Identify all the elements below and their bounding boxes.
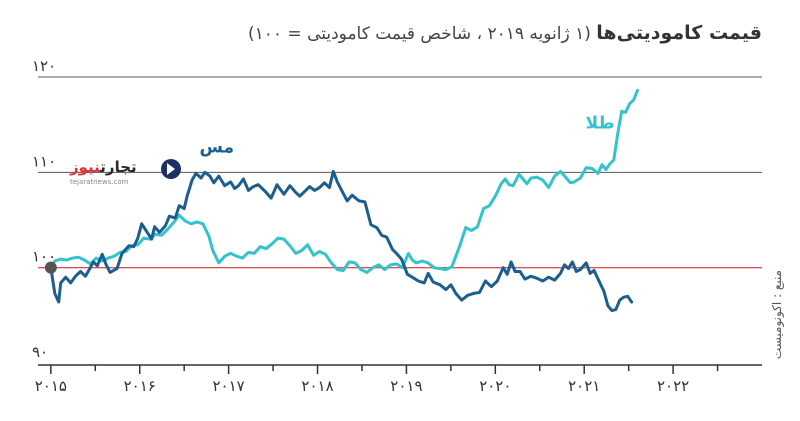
chart-subtitle: (۱ ژانویه ۲۰۱۹ ، شاخص قیمت کامودیتی = ۱۰…: [247, 24, 597, 44]
x-tick-label-۲۰۲۰: ۲۰۲۰: [479, 377, 511, 395]
logo-name-part-b: نیوز: [70, 158, 101, 176]
series-line-copper: [49, 169, 634, 313]
y-tick-label-120: ۱۲۰: [32, 57, 56, 75]
start-point-marker: [44, 261, 57, 274]
x-tick-label-۲۰۱۶: ۲۰۱۶: [124, 377, 156, 395]
y-tick-label-100: ۱۰۰: [32, 248, 56, 266]
logo-arrow-icon: [161, 159, 181, 179]
logo-site: tejaratnews.com: [70, 178, 129, 186]
logo-name-part-a: تجارت: [100, 158, 137, 176]
series-label-1: طلا: [586, 113, 615, 133]
x-tick-label-۲۰۱۷: ۲۰۱۷: [213, 377, 245, 395]
y-tick-label-110: ۱۱۰: [32, 152, 56, 170]
logo-wordmark: تجارتنیوز: [70, 158, 137, 176]
x-tick-label-۲۰۲۱: ۲۰۲۱: [568, 377, 600, 395]
chart-title: قیمت کامودیتی‌ها (۱ ژانویه ۲۰۱۹ ، شاخص ق…: [248, 22, 762, 44]
brand-logo: تجارتنیوز tejaratnews.com: [70, 157, 190, 191]
series-line-gold: [49, 88, 639, 274]
source-note: منبع : اکونومیست: [770, 270, 784, 360]
x-tick-label-۲۰۲۲: ۲۰۲۲: [657, 377, 689, 395]
x-tick-label-۲۰۱۹: ۲۰۱۹: [390, 377, 422, 395]
y-tick-label-90: ۹۰: [32, 343, 48, 361]
series-label-0: مس: [199, 137, 234, 157]
x-tick-label-۲۰۱۵: ۲۰۱۵: [35, 377, 67, 395]
chart-title-main: قیمت کامودیتی‌ها: [596, 22, 762, 44]
x-tick-label-۲۰۱۸: ۲۰۱۸: [301, 377, 333, 395]
